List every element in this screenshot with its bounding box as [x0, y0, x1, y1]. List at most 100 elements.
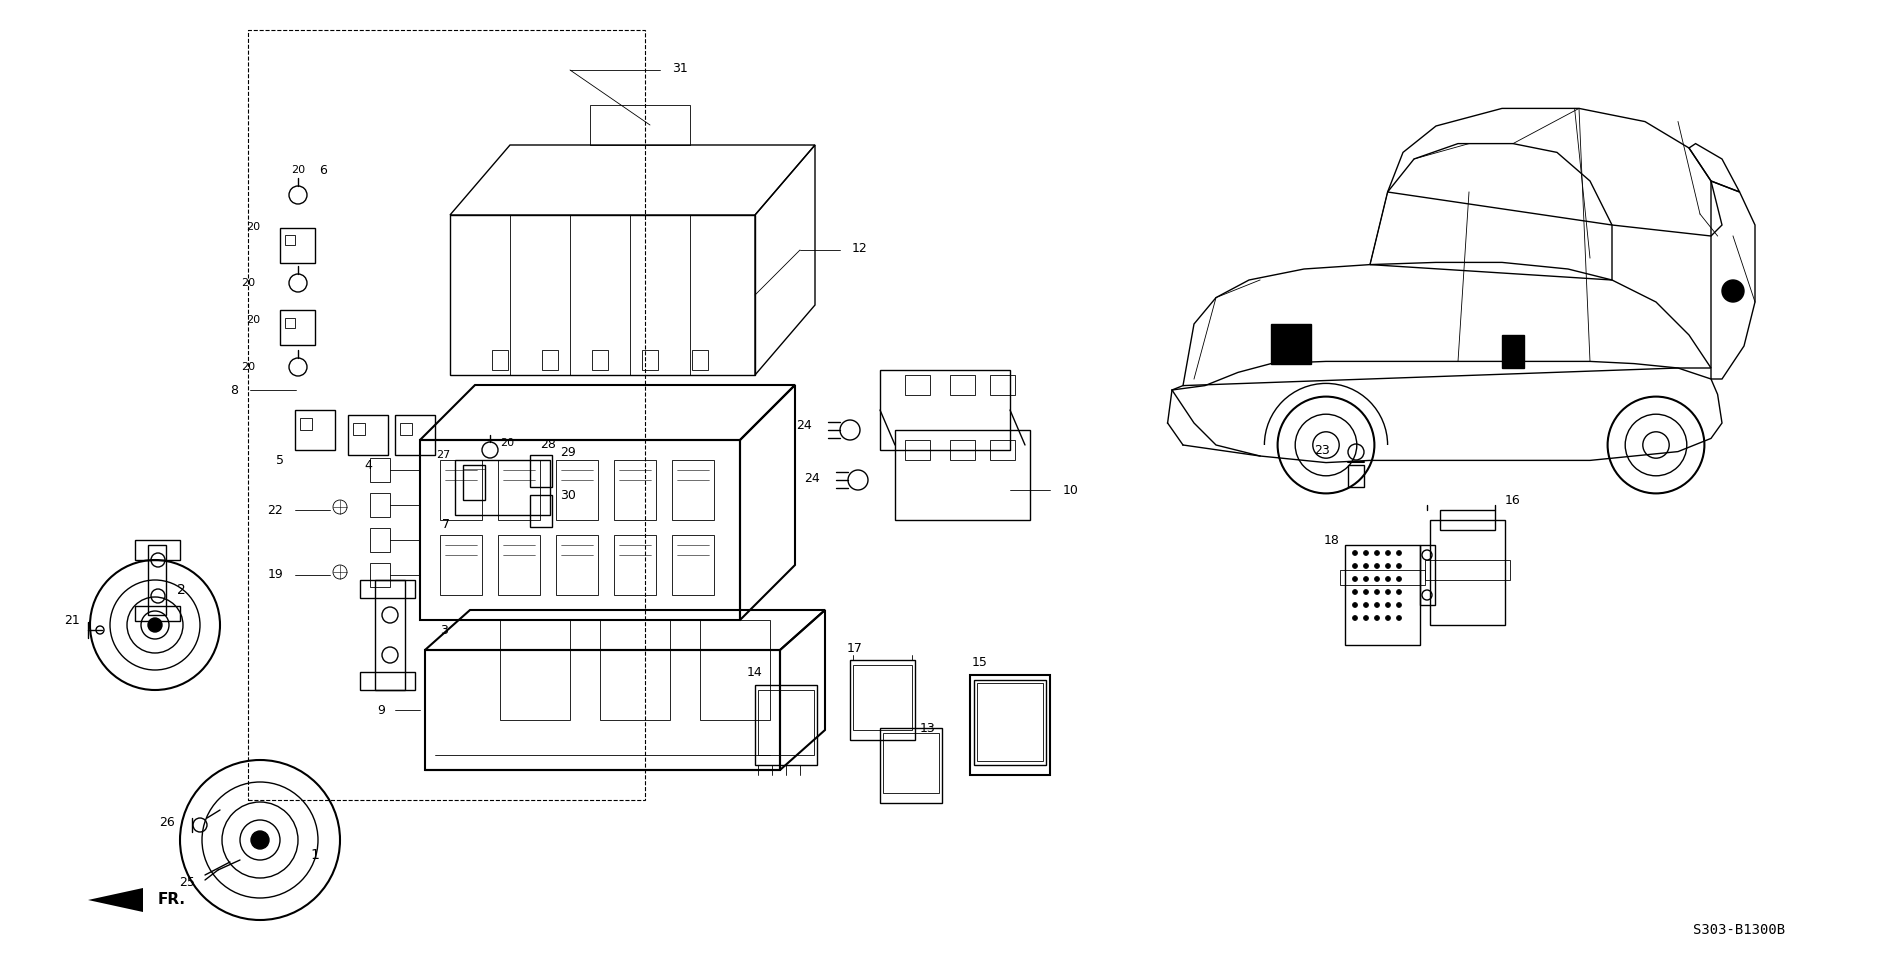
Bar: [300, 418, 312, 430]
Circle shape: [1386, 551, 1390, 556]
Bar: [950, 440, 974, 460]
Bar: [693, 350, 708, 370]
Text: 17: 17: [848, 642, 863, 654]
Bar: [1429, 520, 1505, 625]
Bar: [700, 620, 770, 720]
Circle shape: [1352, 551, 1357, 556]
Bar: [850, 660, 916, 740]
Circle shape: [1363, 577, 1369, 582]
Text: 4: 4: [364, 459, 372, 471]
Bar: [376, 580, 406, 690]
Circle shape: [1363, 589, 1369, 595]
Bar: [976, 683, 1042, 761]
Circle shape: [1374, 563, 1380, 568]
Text: 20: 20: [291, 165, 306, 175]
Circle shape: [1397, 615, 1401, 621]
Text: 2: 2: [177, 583, 185, 597]
Bar: [347, 415, 389, 455]
Text: 30: 30: [561, 489, 576, 501]
Text: 26: 26: [159, 815, 176, 829]
Bar: [642, 350, 659, 370]
Circle shape: [1386, 563, 1390, 568]
Circle shape: [1363, 563, 1369, 568]
Bar: [593, 350, 608, 370]
Text: 20: 20: [242, 278, 255, 288]
Circle shape: [1386, 603, 1390, 607]
Bar: [440, 460, 481, 520]
Text: 28: 28: [540, 438, 555, 450]
Bar: [353, 423, 364, 435]
Circle shape: [1397, 589, 1401, 595]
Circle shape: [1374, 577, 1380, 582]
Bar: [970, 675, 1050, 775]
Text: 12: 12: [851, 241, 868, 255]
Text: 19: 19: [268, 568, 283, 582]
Text: FR.: FR.: [159, 893, 187, 907]
Bar: [395, 415, 434, 455]
Text: 20: 20: [500, 438, 514, 448]
Bar: [247, 30, 646, 800]
Bar: [614, 535, 655, 595]
Text: 7: 7: [442, 517, 449, 531]
Text: 23: 23: [1314, 444, 1329, 457]
Bar: [136, 606, 179, 621]
Bar: [279, 310, 315, 345]
Bar: [295, 410, 334, 450]
Circle shape: [1363, 603, 1369, 607]
Bar: [531, 455, 551, 487]
Bar: [904, 440, 931, 460]
Circle shape: [251, 831, 268, 849]
Bar: [493, 350, 508, 370]
Text: 6: 6: [319, 164, 327, 176]
Bar: [361, 580, 415, 598]
Bar: [440, 535, 481, 595]
Text: 10: 10: [1063, 484, 1078, 496]
Bar: [853, 665, 912, 730]
Bar: [361, 672, 415, 690]
Bar: [672, 535, 714, 595]
Bar: [989, 440, 1016, 460]
Circle shape: [147, 618, 162, 632]
Bar: [455, 460, 549, 515]
Text: 18: 18: [1323, 534, 1340, 546]
Circle shape: [1352, 563, 1357, 568]
Circle shape: [1374, 615, 1380, 621]
Bar: [757, 690, 814, 755]
Bar: [1441, 510, 1495, 530]
Circle shape: [1397, 563, 1401, 568]
Bar: [279, 228, 315, 263]
Bar: [1503, 335, 1524, 368]
Text: 8: 8: [230, 383, 238, 397]
Circle shape: [1397, 603, 1401, 607]
Text: 29: 29: [561, 445, 576, 459]
Text: 14: 14: [748, 666, 763, 678]
Text: 20: 20: [245, 315, 261, 325]
Bar: [1344, 545, 1420, 645]
Bar: [136, 540, 179, 560]
Bar: [1425, 560, 1510, 580]
Bar: [1420, 545, 1435, 605]
Bar: [1340, 570, 1425, 585]
Bar: [880, 728, 942, 803]
Bar: [285, 235, 295, 245]
Bar: [904, 375, 931, 395]
Bar: [755, 685, 818, 765]
Text: 13: 13: [919, 721, 936, 735]
Bar: [498, 460, 540, 520]
Circle shape: [1363, 615, 1369, 621]
Bar: [500, 620, 570, 720]
Bar: [400, 423, 412, 435]
Bar: [1348, 465, 1363, 487]
Bar: [463, 465, 485, 500]
Bar: [950, 375, 974, 395]
Text: 5: 5: [276, 453, 283, 467]
Circle shape: [1363, 551, 1369, 556]
Bar: [974, 680, 1046, 765]
Text: 24: 24: [797, 419, 812, 431]
Circle shape: [1374, 551, 1380, 556]
Text: S303-B1300B: S303-B1300B: [1694, 923, 1784, 937]
Text: 31: 31: [672, 61, 687, 75]
Bar: [1271, 324, 1310, 364]
Text: 25: 25: [179, 877, 194, 889]
Bar: [672, 460, 714, 520]
